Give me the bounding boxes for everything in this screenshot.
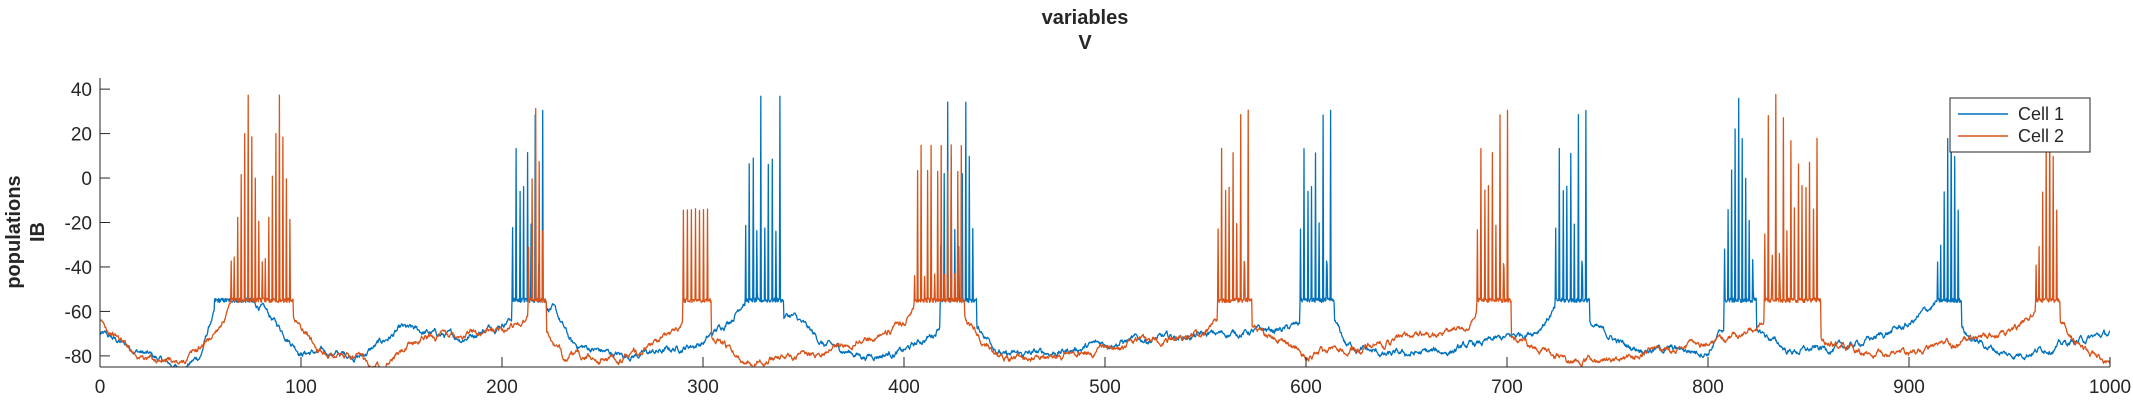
x-tick-label: 400 <box>888 377 920 398</box>
series-line-1 <box>100 95 2110 367</box>
legend-box <box>1949 97 2091 153</box>
y-tick-label: 20 <box>71 125 92 146</box>
y-axis-label-line-2: IB <box>27 222 49 242</box>
y-tick-label: -40 <box>65 258 92 279</box>
x-tick-label: 1000 <box>2089 377 2131 398</box>
series-line-2 <box>100 93 2110 367</box>
chart-title-line-2: V <box>1078 32 1092 54</box>
chart-title-line-1: variables <box>1042 7 1129 29</box>
x-tick-label: 300 <box>687 377 719 398</box>
x-tick-label: 800 <box>1692 377 1724 398</box>
plot-area <box>100 93 2110 367</box>
y-tick-label: -60 <box>65 302 92 323</box>
x-tick-label: 500 <box>1089 377 1121 398</box>
x-tick-label: 100 <box>285 377 317 398</box>
legend-label-2: Cell 2 <box>2018 126 2064 146</box>
y-tick-label: 0 <box>81 169 92 190</box>
legend-label-1: Cell 1 <box>2018 104 2064 124</box>
y-tick-label: -80 <box>65 347 92 368</box>
x-tick-label: 0 <box>95 377 106 398</box>
y-tick-label: 40 <box>71 80 92 101</box>
x-tick-label: 200 <box>486 377 518 398</box>
axes: 0 100 200 300 400 500 600 700 800 900 1000-80-60-4… <box>65 78 2131 398</box>
x-tick-label: 700 <box>1491 377 1523 398</box>
x-tick-label: 600 <box>1290 377 1322 398</box>
y-tick-label: -20 <box>65 214 92 235</box>
y-axis-label: populations IB <box>3 175 49 288</box>
x-tick-label: 900 <box>1893 377 1925 398</box>
y-axis-label-line-1: populations <box>3 175 25 288</box>
